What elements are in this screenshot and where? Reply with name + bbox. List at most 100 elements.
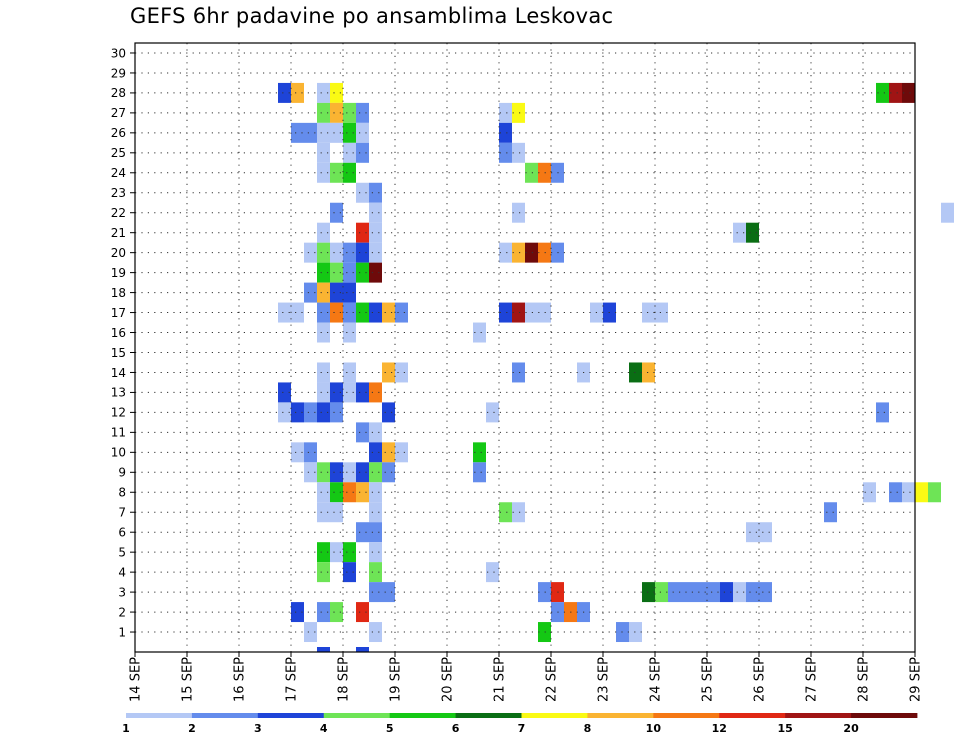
color-bar-segment: [126, 713, 193, 718]
color-bar-segment: [587, 713, 654, 718]
heatmap-cell: [343, 542, 356, 563]
color-bar-label: 5: [386, 722, 394, 735]
y-tick-label: 11: [111, 426, 126, 440]
heatmap-cell: [291, 442, 304, 463]
heatmap-cell: [525, 242, 538, 263]
y-tick-label: 5: [118, 545, 126, 559]
heatmap-cell: [356, 182, 369, 203]
heatmap-cell: [538, 582, 551, 603]
x-tick-label: 26 SEP: [753, 657, 768, 702]
heatmap-cell: [889, 82, 902, 103]
color-bar-label: 10: [646, 722, 662, 735]
y-tick-label: 25: [111, 146, 126, 160]
y-tick-label: 28: [111, 86, 126, 100]
heatmap-cell: [512, 242, 525, 263]
heatmap-cell: [369, 562, 382, 583]
heatmap-cell: [343, 162, 356, 183]
heatmap-cell: [642, 582, 655, 603]
color-bar-label: 20: [843, 722, 859, 735]
heatmap-cell: [317, 262, 330, 283]
heatmap-cell: [369, 622, 382, 643]
y-tick-label: 26: [111, 126, 126, 140]
heatmap-cell: [317, 122, 330, 143]
heatmap-cell: [915, 482, 928, 503]
color-bar-label: 15: [778, 722, 793, 735]
color-bar-label: 2: [188, 722, 196, 735]
heatmap-cell: [369, 482, 382, 503]
heatmap-cell: [291, 602, 304, 623]
x-tick-label: 27 SEP: [805, 657, 820, 702]
heatmap-cell: [330, 282, 343, 303]
y-tick-label: 13: [111, 386, 126, 400]
heatmap-cell: [317, 162, 330, 183]
heatmap-cell: [291, 82, 304, 103]
heatmap-cell: [317, 102, 330, 123]
heatmap-cell: [356, 422, 369, 443]
heatmap-cell: [369, 202, 382, 223]
heatmap-cell: [889, 482, 902, 503]
heatmap-cell: [499, 502, 512, 523]
heatmap-cell: [317, 142, 330, 163]
heatmap-cell: [317, 222, 330, 243]
heatmap-cell: [369, 222, 382, 243]
heatmap-cell: [538, 622, 551, 643]
heatmap-cell: [733, 222, 746, 243]
x-tick-label: 19 SEP: [389, 657, 404, 702]
heatmap-cell: [356, 522, 369, 543]
heatmap-cell: [317, 602, 330, 623]
y-tick-label: 4: [118, 565, 126, 579]
heatmap-cell: [499, 302, 512, 323]
heatmap-cell: [538, 242, 551, 263]
heatmap-cell: [317, 647, 330, 652]
heatmap-cell: [720, 582, 733, 603]
heatmap-cell: [343, 462, 356, 483]
heatmap-cell: [330, 102, 343, 123]
heatmap-cell: [746, 582, 759, 603]
x-tick-label: 16 SEP: [233, 657, 248, 702]
y-tick-label: 2: [118, 605, 126, 619]
y-tick-label: 9: [118, 466, 126, 480]
heatmap-cell: [356, 222, 369, 243]
heatmap-cell: [369, 442, 382, 463]
heatmap-cell: [317, 362, 330, 383]
heatmap-cell: [369, 242, 382, 263]
y-tick-label: 20: [111, 246, 126, 260]
chart-title: GEFS 6hr padavine po ansamblima Leskovac: [130, 4, 614, 28]
color-bar-segment: [653, 713, 720, 718]
heatmap-cell: [343, 322, 356, 343]
heatmap-cell: [876, 82, 889, 103]
heatmap-cell: [902, 82, 915, 103]
x-tick-label: 29 SEP: [909, 657, 924, 702]
heatmap-cell: [304, 402, 317, 423]
color-bar-segment: [521, 713, 588, 718]
heatmap-cell: [317, 562, 330, 583]
heatmap-cell: [759, 582, 772, 603]
heatmap-cell: [356, 102, 369, 123]
x-tick-label: 22 SEP: [545, 657, 560, 702]
y-tick-label: 22: [111, 206, 126, 220]
heatmap-cell: [291, 302, 304, 323]
color-bar-label: 7: [518, 722, 526, 735]
heatmap-cell: [343, 142, 356, 163]
y-tick-label: 19: [111, 266, 126, 280]
heatmap-cell: [343, 382, 356, 403]
x-tick-label: 21 SEP: [493, 657, 508, 702]
heatmap-cell: [473, 442, 486, 463]
x-tick-label: 20 SEP: [441, 657, 456, 702]
y-tick-label: 29: [111, 66, 126, 80]
y-tick-label: 17: [111, 306, 126, 320]
heatmap-cells-layer: [278, 82, 954, 652]
heatmap-cell: [759, 522, 772, 543]
heatmap-cell: [330, 382, 343, 403]
heatmap-cell: [876, 402, 889, 423]
heatmap-cell: [330, 502, 343, 523]
x-tick-label: 23 SEP: [597, 657, 612, 702]
color-bar-segment: [455, 713, 522, 718]
heatmap-cell: [304, 242, 317, 263]
heatmap-cell: [356, 602, 369, 623]
heatmap-cell: [317, 542, 330, 563]
y-tick-label: 23: [111, 186, 126, 200]
heatmap-cell: [330, 482, 343, 503]
heatmap-cell: [655, 302, 668, 323]
